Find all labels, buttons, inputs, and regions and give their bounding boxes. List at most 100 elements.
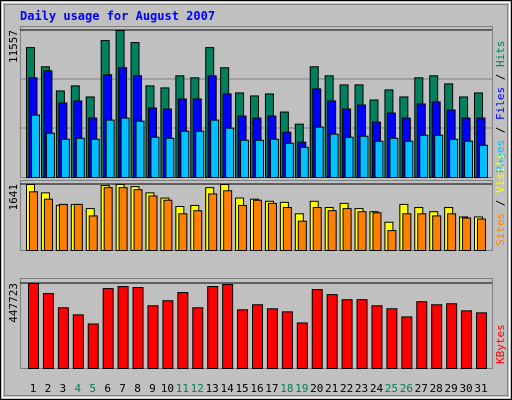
x-tick-label: 31	[474, 382, 487, 395]
bar	[402, 213, 412, 252]
bar	[314, 126, 324, 178]
bar	[252, 304, 263, 369]
x-tick-label: 4	[74, 382, 81, 395]
x-tick-label: 3	[60, 382, 67, 395]
x-tick-label: 19	[295, 382, 308, 395]
x-tick-label: 23	[355, 382, 368, 395]
x-tick-label: 24	[370, 382, 384, 395]
bar	[359, 135, 369, 178]
bar	[72, 314, 84, 370]
legend-separator: /	[494, 120, 507, 140]
x-tick-label: 6	[104, 382, 111, 395]
bar	[267, 202, 277, 251]
bar	[31, 114, 40, 178]
bar	[87, 323, 99, 370]
bar	[90, 138, 100, 178]
x-tick-label: 28	[430, 382, 443, 395]
bar	[88, 215, 98, 251]
legend: KBytes	[494, 324, 507, 364]
bar	[162, 300, 174, 370]
bar	[449, 138, 459, 178]
x-tick-label: 16	[250, 382, 263, 395]
x-tick-label: 25	[385, 382, 398, 395]
bar	[476, 312, 487, 369]
bar	[266, 308, 278, 369]
y-tick-label: 447723	[7, 283, 20, 323]
x-tick-label: 7	[119, 382, 126, 395]
bar	[43, 198, 53, 251]
bar	[432, 215, 442, 251]
bar	[165, 137, 175, 179]
bar	[147, 305, 159, 370]
bar	[311, 289, 323, 369]
legend-entry: Visits	[494, 153, 507, 193]
x-tick-label: 2	[45, 382, 52, 395]
bar	[28, 283, 39, 369]
bar	[133, 189, 143, 251]
x-tick-label: 18	[280, 382, 293, 395]
bar	[240, 139, 250, 179]
x-tick-label: 15	[235, 382, 248, 395]
bar	[374, 140, 384, 178]
bar	[60, 138, 70, 178]
y-tick-label: 1641	[7, 184, 20, 211]
bar	[447, 213, 457, 252]
x-tick-label: 12	[191, 382, 204, 395]
x-tick-label: 17	[265, 382, 278, 395]
bar	[434, 134, 444, 178]
bar	[284, 142, 294, 178]
bar	[299, 146, 309, 178]
bar	[372, 212, 382, 251]
legend-entry: Sites	[494, 213, 507, 246]
legend: Sites / Visits	[494, 153, 507, 246]
legend-entry: KBytes	[494, 324, 507, 364]
bar	[282, 207, 292, 251]
bar	[57, 307, 69, 370]
legend-entry: Pages	[494, 140, 507, 173]
x-tick-label: 13	[206, 382, 219, 395]
bar	[255, 139, 264, 179]
x-tick-label: 10	[161, 382, 174, 395]
bar	[477, 218, 486, 251]
x-tick-label: 21	[325, 382, 338, 395]
bar	[42, 293, 54, 369]
bar	[237, 309, 249, 369]
x-tick-label: 14	[221, 382, 235, 395]
legend-entry: Hits	[494, 41, 507, 68]
x-tick-label: 29	[445, 382, 458, 395]
bar	[29, 191, 38, 252]
bar	[389, 137, 399, 179]
x-tick-label: 5	[89, 382, 96, 395]
legend-entry: Files	[494, 87, 507, 120]
bar	[45, 132, 55, 178]
bar	[103, 187, 113, 252]
bar	[238, 204, 248, 252]
bar	[312, 207, 322, 251]
bar	[148, 195, 158, 252]
bar	[222, 284, 234, 370]
bar	[223, 190, 233, 251]
bar	[192, 307, 204, 370]
bar	[431, 304, 443, 369]
bar	[342, 208, 352, 251]
bar	[150, 136, 160, 178]
bar	[117, 286, 129, 369]
legend: Pages / Files / Hits	[494, 41, 507, 174]
bar	[120, 117, 130, 179]
bar	[73, 203, 83, 252]
bar	[404, 140, 414, 178]
bar	[479, 144, 488, 178]
x-tick-label: 30	[459, 382, 472, 395]
bar	[195, 130, 205, 178]
bar	[461, 310, 473, 369]
bar	[416, 301, 428, 369]
bar	[102, 288, 114, 369]
x-tick-label: 11	[176, 382, 189, 395]
bar	[417, 213, 427, 252]
x-tick-label: 26	[400, 382, 413, 395]
bar	[253, 199, 262, 252]
bar	[356, 299, 368, 370]
